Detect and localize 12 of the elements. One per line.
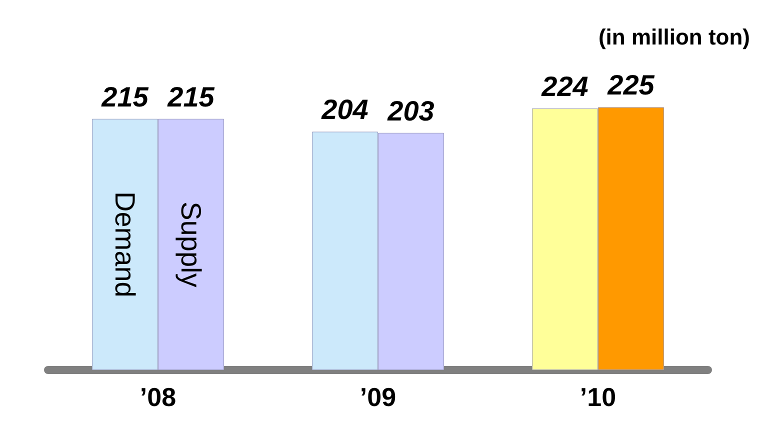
x-tick-label: ’10	[580, 382, 616, 412]
x-tick-label: ’09	[360, 382, 396, 412]
data-label: 204	[320, 94, 369, 126]
data-label: 224	[540, 70, 589, 102]
data-label: 203	[386, 95, 435, 126]
text: (in million ton)	[598, 24, 750, 50]
series-label: Supply	[176, 202, 206, 288]
data-label: 215	[100, 81, 149, 112]
x-tick-label: ’08	[140, 382, 176, 412]
data-label: 225	[606, 70, 655, 101]
series-label: Demand	[110, 192, 140, 298]
data-label: 215	[166, 81, 215, 112]
